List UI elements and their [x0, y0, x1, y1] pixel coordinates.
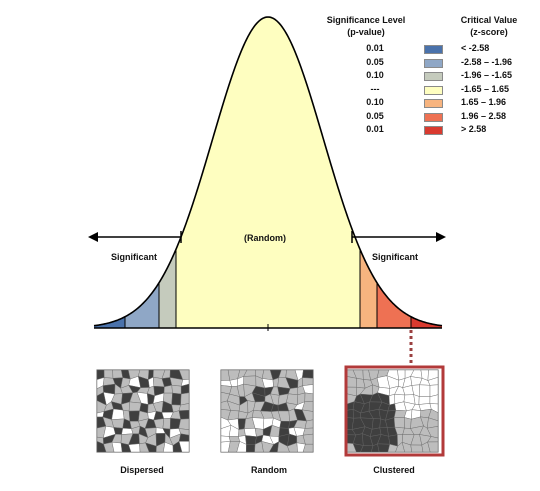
- random-map: [220, 369, 314, 453]
- random-caption: Random: [251, 465, 287, 475]
- map-polygon: [128, 410, 140, 422]
- map-polygon: [304, 392, 314, 403]
- legend-z-score: 1.96 – 2.58: [461, 110, 507, 121]
- map-polygon: [178, 433, 190, 442]
- map-polygon: [111, 418, 125, 429]
- legend-row: 0.01 < -2.58: [0, 43, 540, 56]
- legend-z-score: > 2.58: [461, 124, 487, 134]
- map-polygon: [404, 417, 412, 429]
- curve-region: [159, 249, 176, 328]
- map-polygon: [178, 410, 190, 420]
- map-polygon: [377, 443, 391, 453]
- legend-z-score: -1.65 – 1.65: [461, 83, 510, 94]
- legend-p-value: 0.01: [366, 124, 384, 134]
- map-polygon: [371, 418, 381, 430]
- legend-p-value: 0.05: [366, 56, 384, 67]
- dispersed-map: [96, 369, 190, 453]
- legend-z-score: < -2.58: [461, 43, 490, 53]
- map-polygon: [302, 369, 314, 379]
- map-polygon: [180, 392, 190, 406]
- legend-row: 0.05 1.96 – 2.58: [0, 111, 540, 124]
- clustered-highlight-frame: [344, 365, 445, 457]
- legend-z-score: -2.58 – -1.96: [461, 56, 513, 67]
- right-significance-arrow: [351, 231, 446, 243]
- legend-row: 0.01 > 2.58: [0, 124, 540, 137]
- map-polygon: [171, 392, 182, 406]
- legend-z-score: -1.96 – -1.65: [461, 70, 513, 80]
- map-polygon: [162, 418, 171, 430]
- normal-curve: [93, 16, 443, 327]
- legend-row: 0.10 1.65 – 1.96: [0, 97, 540, 110]
- legend-p-value: ---: [370, 83, 380, 94]
- map-polygon: [171, 384, 182, 395]
- right-significant-label: Significant: [372, 252, 419, 262]
- curve-regions: [94, 17, 442, 328]
- map-polygon: [228, 436, 240, 442]
- dispersed-caption: Dispersed: [120, 465, 164, 475]
- legend-z-score: 1.65 – 1.96: [461, 97, 507, 107]
- z-score-header: Critical Value (z-score): [460, 15, 518, 37]
- curve-region: [360, 249, 377, 328]
- map-polygon: [245, 435, 257, 445]
- left-significant-label: Significant: [111, 252, 158, 262]
- left-significance-arrow: [88, 231, 182, 243]
- legend-swatch: [424, 126, 443, 135]
- map-polygon: [245, 444, 256, 453]
- legend-p-value: 0.01: [366, 43, 384, 53]
- legend-p-value: 0.10: [366, 70, 384, 80]
- map-polygon: [302, 443, 314, 453]
- legend-p-value: 0.10: [366, 97, 384, 107]
- map-polygon: [128, 401, 142, 412]
- legend-swatch: [424, 72, 443, 81]
- p-value-header: Significance Level (p-value): [326, 15, 406, 37]
- map-polygon: [178, 418, 190, 430]
- legend-swatch: [424, 112, 443, 122]
- map-polygon: [418, 396, 431, 405]
- map-polygon: [345, 376, 357, 388]
- map-polygon: [111, 408, 125, 420]
- map-polygon: [410, 444, 424, 453]
- clustered-caption: Clustered: [373, 465, 415, 475]
- map-polygon: [393, 417, 405, 429]
- clustered-map: [345, 369, 439, 453]
- map-polygon: [121, 428, 134, 435]
- legend-row: 0.10 -1.96 – -1.65: [0, 70, 540, 83]
- legend-swatch: [424, 45, 443, 54]
- legend-swatch: [424, 58, 443, 68]
- legend-row: --- -1.65 – 1.65: [0, 84, 540, 97]
- map-polygon: [388, 394, 396, 406]
- legend-row: 0.05 -2.58 – -1.96: [0, 57, 540, 70]
- map-polygon: [279, 420, 290, 429]
- map-polygon: [112, 369, 124, 379]
- map-polygon: [238, 428, 246, 437]
- map-polygon: [103, 369, 114, 379]
- legend-p-value: 0.05: [366, 110, 384, 121]
- legend-swatch: [424, 85, 443, 95]
- random-label: (Random): [244, 233, 286, 243]
- map-polygon: [427, 441, 439, 453]
- map-polygon: [178, 441, 190, 453]
- map-polygon: [418, 384, 431, 397]
- legend-swatch: [424, 99, 443, 108]
- curve-region: [176, 17, 360, 328]
